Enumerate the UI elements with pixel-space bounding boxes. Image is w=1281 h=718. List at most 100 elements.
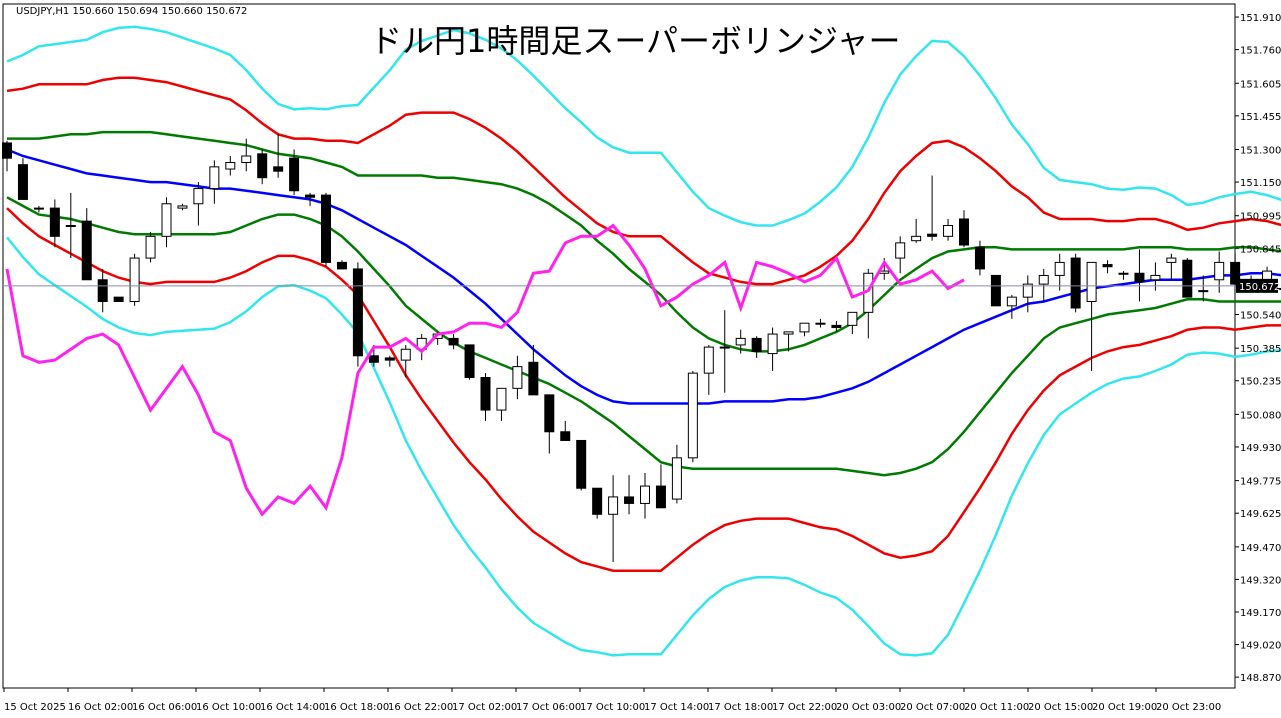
candle bbox=[815, 318, 826, 328]
x-tick-label: 17 Oct 06:00 bbox=[516, 702, 581, 713]
candle bbox=[1086, 261, 1097, 371]
x-tick-label: 17 Oct 14:00 bbox=[644, 702, 709, 713]
candle bbox=[17, 158, 28, 200]
lagging-span bbox=[5, 223, 965, 517]
candle bbox=[959, 210, 969, 248]
candle bbox=[911, 218, 922, 243]
candle bbox=[161, 197, 172, 248]
x-tick-label: 20 Oct 23:00 bbox=[1156, 702, 1221, 713]
y-tick-label: 149.320 bbox=[1240, 575, 1281, 586]
x-tick-label: 17 Oct 10:00 bbox=[580, 702, 645, 713]
candle bbox=[1230, 253, 1241, 287]
x-tick-label: 20 Oct 03:00 bbox=[836, 702, 901, 713]
candle bbox=[1182, 258, 1193, 298]
y-tick-label: 151.455 bbox=[1240, 112, 1281, 123]
symbol-header: USDJPY,H1 150.660 150.694 150.660 150.67… bbox=[16, 6, 247, 17]
candle bbox=[480, 373, 491, 421]
candlesticks bbox=[2, 134, 1281, 563]
x-tick-label: 16 Oct 06:00 bbox=[132, 702, 197, 713]
x-tick-label: 20 Oct 07:00 bbox=[900, 702, 965, 713]
candle bbox=[448, 334, 459, 350]
candle bbox=[943, 218, 954, 241]
candle bbox=[1102, 260, 1113, 274]
candle bbox=[512, 355, 523, 400]
y-tick-label: 149.170 bbox=[1240, 608, 1281, 619]
y-tick-label: 150.540 bbox=[1240, 311, 1281, 322]
candle bbox=[799, 322, 810, 337]
candle bbox=[496, 387, 507, 421]
y-tick-label: 150.995 bbox=[1240, 212, 1281, 223]
y-tick-label: 151.605 bbox=[1240, 79, 1281, 90]
x-tick-label: 15 Oct 2025 bbox=[4, 702, 66, 713]
candle bbox=[321, 192, 331, 267]
chart-title: ドル円1時間足スーパーボリンジャー bbox=[370, 22, 900, 60]
minus-3-sigma-line bbox=[6, 236, 1281, 657]
candle bbox=[81, 208, 92, 281]
candle bbox=[671, 444, 682, 504]
y-tick-label: 150.845 bbox=[1240, 244, 1281, 255]
svg-text:150.672: 150.672 bbox=[1239, 282, 1280, 293]
y-tick-label: 149.020 bbox=[1240, 641, 1281, 652]
plus-3-sigma-line bbox=[6, 25, 1281, 227]
candle bbox=[592, 487, 603, 519]
candle bbox=[464, 344, 475, 380]
x-tick-label: 20 Oct 15:00 bbox=[1028, 702, 1093, 713]
candle bbox=[751, 336, 762, 358]
y-tick-label: 149.470 bbox=[1240, 543, 1281, 554]
lagging-span-line bbox=[5, 223, 965, 517]
candle bbox=[352, 262, 363, 367]
x-tick-label: 17 Oct 18:00 bbox=[708, 702, 773, 713]
candle bbox=[1134, 249, 1145, 302]
candle bbox=[65, 192, 76, 259]
candle bbox=[655, 464, 666, 509]
candle bbox=[624, 475, 635, 515]
candle bbox=[640, 473, 650, 519]
y-tick-label: 151.150 bbox=[1240, 178, 1281, 189]
candle bbox=[544, 394, 555, 454]
candle bbox=[895, 236, 906, 274]
candle bbox=[33, 205, 44, 213]
middle-band-line bbox=[6, 148, 1281, 405]
minus-1-sigma-line bbox=[6, 196, 1281, 477]
candle bbox=[145, 232, 156, 263]
candle bbox=[1054, 253, 1065, 291]
candle bbox=[990, 274, 1001, 307]
candle bbox=[608, 475, 619, 563]
candle bbox=[735, 329, 746, 354]
x-tick-label: 16 Oct 14:00 bbox=[260, 702, 325, 713]
candle bbox=[193, 182, 204, 226]
candle bbox=[49, 199, 60, 248]
candle bbox=[257, 149, 268, 185]
candle bbox=[767, 327, 778, 371]
candle bbox=[305, 192, 316, 206]
candle bbox=[1166, 253, 1177, 280]
candle bbox=[528, 344, 539, 396]
y-tick-label: 151.300 bbox=[1240, 145, 1281, 156]
candle bbox=[209, 160, 220, 204]
candle bbox=[687, 370, 698, 463]
candle bbox=[1278, 287, 1281, 290]
candle bbox=[289, 149, 300, 196]
candle bbox=[400, 344, 411, 378]
candle bbox=[1006, 294, 1017, 319]
y-tick-label: 149.625 bbox=[1240, 509, 1281, 520]
y-tick-label: 149.930 bbox=[1240, 443, 1281, 454]
candle bbox=[384, 355, 395, 367]
y-tick-label: 150.385 bbox=[1240, 344, 1281, 355]
candle bbox=[336, 260, 347, 270]
y-tick-label: 150.080 bbox=[1240, 410, 1281, 421]
candle bbox=[177, 203, 188, 211]
x-tick-label: 16 Oct 10:00 bbox=[196, 702, 261, 713]
candle bbox=[576, 439, 587, 491]
x-tick-label: 16 Oct 22:00 bbox=[388, 702, 453, 713]
plot-frame bbox=[2, 3, 1236, 689]
minus-2-sigma-line bbox=[6, 207, 1281, 572]
candle bbox=[847, 311, 858, 335]
x-tick-label: 20 Oct 11:00 bbox=[964, 702, 1029, 713]
plus-2-sigma-line bbox=[6, 76, 1281, 286]
y-tick-label: 151.910 bbox=[1240, 13, 1281, 24]
x-tick-label: 17 Oct 22:00 bbox=[772, 702, 837, 713]
candle bbox=[719, 310, 730, 393]
candle bbox=[1022, 275, 1033, 313]
